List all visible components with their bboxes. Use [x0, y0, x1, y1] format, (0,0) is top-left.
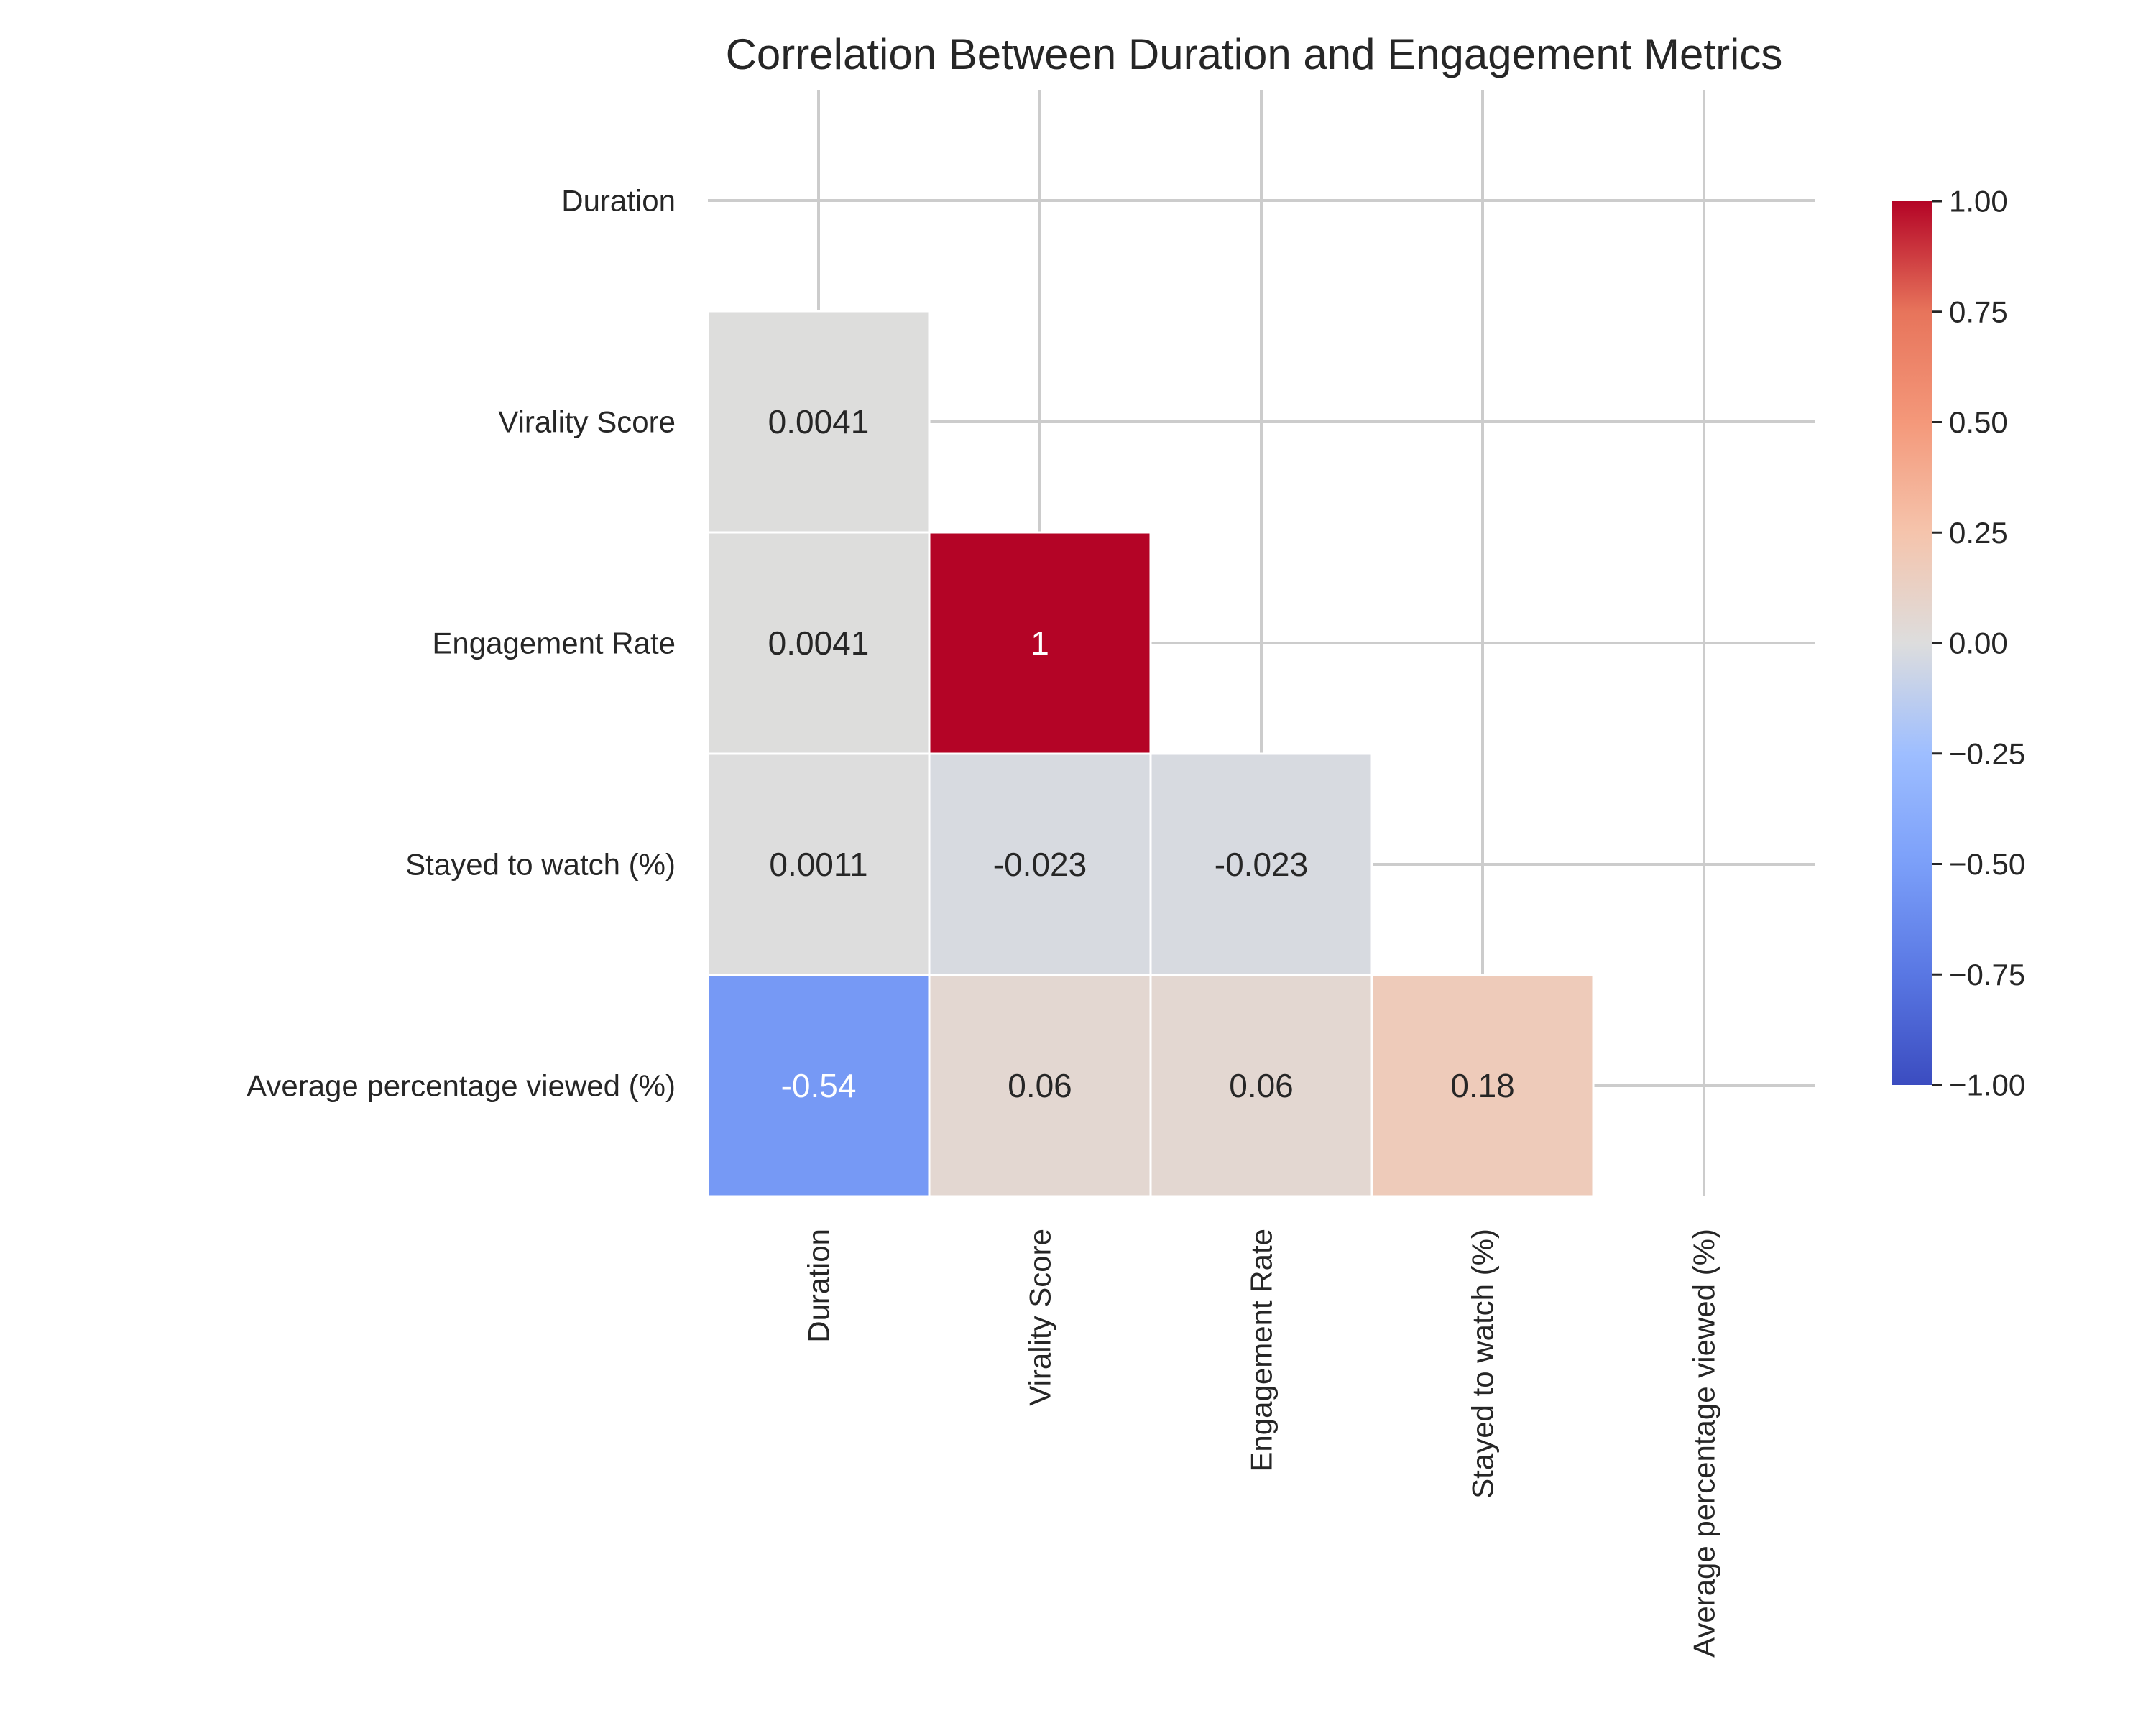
heatmap-cell [706, 752, 931, 976]
y-tick-label: Stayed to watch (%) [405, 848, 676, 882]
cell-value-label: 0.06 [1229, 1067, 1294, 1104]
heatmap-cell [706, 531, 931, 755]
colorbar-tick-label: 0.25 [1949, 516, 2008, 550]
colorbar-tick-label: −1.00 [1949, 1068, 2025, 1102]
x-tick-label: Duration [802, 1229, 836, 1343]
colorbar-tick-label: 1.00 [1949, 185, 2008, 218]
cell-value-label: 0.06 [1008, 1067, 1072, 1104]
colorbar-tick-label: 0.00 [1949, 627, 2008, 660]
heatmap-cell [1149, 752, 1373, 976]
cell-value-label: -0.023 [1215, 846, 1308, 883]
heatmap-cell [706, 974, 931, 1198]
colorbar-tick-label: −0.50 [1949, 847, 2025, 881]
colorbar-tick-label: 0.50 [1949, 405, 2008, 439]
cell-value-label: 1 [1031, 624, 1049, 662]
x-tick-label: Engagement Rate [1245, 1229, 1279, 1472]
y-tick-labels: Duration Virality Score Engagement Rate Sta… [247, 184, 676, 1103]
cell-value-label: -0.54 [781, 1067, 857, 1104]
chart-title: Correlation Between Duration and Engagem… [726, 30, 1783, 78]
x-tick-label: Average percentage viewed (%) [1687, 1229, 1721, 1658]
colorbar-tick-label: −0.75 [1949, 958, 2025, 992]
heatmap-cell [1149, 974, 1373, 1198]
cell-value-label: 0.18 [1450, 1067, 1515, 1104]
x-tick-label: Stayed to watch (%) [1466, 1229, 1500, 1499]
x-tick-labels: Duration Virality Score Engagement Rate Sta… [802, 1229, 1721, 1658]
y-tick-label: Virality Score [498, 405, 676, 439]
heatmap-cell [928, 752, 1152, 976]
heatmap-cell [706, 310, 931, 534]
cell-value-label: 0.0041 [768, 403, 870, 440]
y-tick-label: Engagement Rate [432, 627, 676, 660]
heatmap-cell [1370, 974, 1595, 1198]
cell-value-label: 0.0041 [768, 624, 870, 662]
cell-value-label: -0.023 [993, 846, 1087, 883]
y-tick-label: Duration [561, 184, 676, 218]
y-tick-label: Average percentage viewed (%) [247, 1069, 676, 1103]
colorbar-tick-label: −0.25 [1949, 736, 2025, 770]
colorbar-tick-label: 0.75 [1949, 295, 2008, 328]
x-tick-label: Virality Score [1023, 1229, 1057, 1406]
colorbar-gradient [1892, 201, 1932, 1085]
heatmap-cells: 0.0041 0.0041 1 0.0011 -0.023 -0.023 -0.54 0.06… [706, 310, 1595, 1198]
cell-value-label: 0.0011 [769, 846, 867, 883]
colorbar: 1.00 0.75 0.50 0.25 0.00 −0.25 −0.50 −0.75 −1.00 [1892, 185, 2025, 1102]
heatmap-cell [928, 974, 1152, 1198]
